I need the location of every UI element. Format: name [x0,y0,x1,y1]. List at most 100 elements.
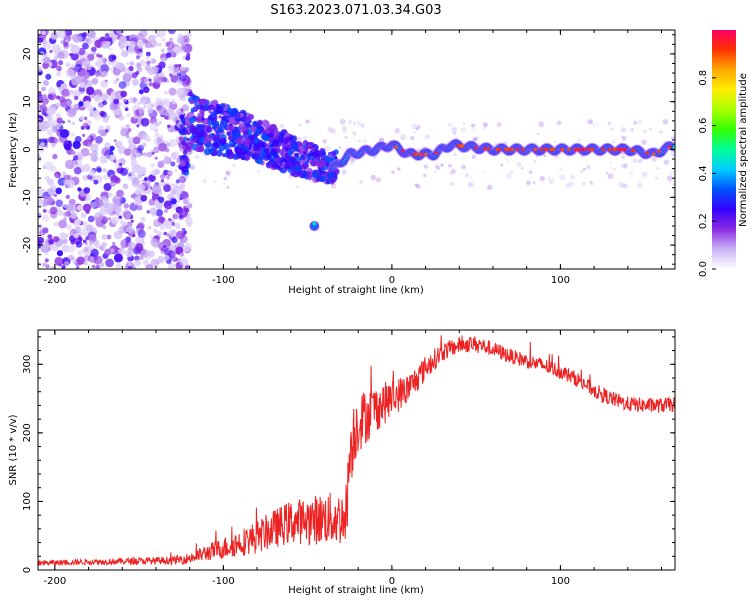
spectrogram-cell [586,147,591,152]
spectrogram-cell [227,135,233,141]
spectrogram-cell [287,168,292,173]
spectrogram-cell [294,152,299,157]
spectrogram-cell [130,194,135,199]
spectrogram-cell [620,127,627,133]
spectrogram-xlabel: Height of straight line (km) [288,285,424,296]
spectrogram-cell [533,147,537,152]
spectrogram-cell [163,184,171,193]
spectrogram-cell [73,167,82,175]
spectrogram-cell [176,107,185,116]
spectrogram-cell [114,110,122,117]
spectrogram-cell [325,179,331,185]
spectrogram-cell [630,127,634,132]
spectrogram-cell [113,98,120,105]
spectrogram-cell [189,99,195,105]
spectrogram-cell [503,141,508,146]
snr-ylabel: SNR (10 * v/v) [8,414,19,485]
spectrogram-cell [179,183,186,189]
spectrogram-cell [586,165,591,170]
spectrogram-cell [667,145,672,149]
spectrogram-cell [559,174,566,180]
spectrogram-cell [663,159,670,165]
spectrogram-cell [104,142,111,149]
spectrogram-cell [88,169,96,177]
spectrogram-cell [125,249,133,258]
colorbar-tick-label: 0.4 [698,165,709,181]
spectrogram-cell [74,218,82,226]
snr-ytick-label: 300 [22,355,33,374]
spectrogram-cell [84,242,88,246]
spectrogram-cell [63,211,69,217]
spectrogram-cell [180,191,189,200]
spectrogram-cell [100,68,104,72]
spectrogram-cell [288,149,293,154]
spectrogram-cell [139,96,148,104]
spectrogram-cell [69,89,74,95]
spectrogram-cell [71,64,75,68]
spectrogram-cell [607,173,614,180]
spectrogram-cell [41,30,46,35]
spectrogram-cell [649,127,652,131]
spectrogram-cell [65,62,71,68]
spectrogram-cell [607,147,612,152]
spectrogram-cell [131,72,138,79]
spectrogram-cell [414,183,418,187]
spectrogram-cell [148,68,155,76]
spectrogram-cell [252,143,261,152]
spectrogram-cell [45,73,52,80]
spectrogram-cell [60,83,67,89]
spectrogram-cell [165,41,171,47]
spectrogram-cell [312,221,317,226]
spectrogram-cell [422,173,427,178]
spectrogram-cell [508,147,512,152]
spectrogram-cell [111,241,116,246]
spectrogram-cell [250,126,257,133]
spectrogram-cell [87,53,95,61]
spectrogram-cell [324,146,331,152]
spectrogram-cell [87,215,95,223]
spectrogram-cell [633,120,638,125]
spectrogram-cell [301,173,307,179]
spectrogram-cell [165,175,171,180]
spectrogram-cell [101,70,108,77]
spectrogram-cell [242,137,251,146]
spectrogram-cell [178,147,182,151]
spectrogram-cell [50,165,57,172]
spectrogram-cell [521,147,525,152]
spectrogram-cell [253,138,259,144]
spectrogram-cell [93,255,103,265]
spectrogram-cell [413,130,417,134]
spectrogram-cell [59,128,69,138]
spectrogram-xtick-label: 0 [389,275,395,286]
spectrogram-cell [245,155,251,161]
spectrogram-cell [352,131,357,136]
spectrogram-cell [63,41,69,47]
spectrogram-cell [119,45,125,51]
spectrogram-cell [48,94,54,100]
spectrogram-cell [179,178,185,183]
spectrogram-cell [39,122,49,132]
spectrogram-cell [128,65,134,72]
spectrogram-cell [231,133,239,140]
spectrogram-cell [94,212,100,218]
spectrogram-cell [43,56,51,64]
spectrogram-cell [118,247,126,256]
spectrogram-cell [487,184,493,190]
spectrogram-cell [319,175,326,182]
snr-ytick-label: 100 [22,492,33,511]
spectrogram-cell [549,147,553,152]
spectrogram-cell [117,146,127,155]
spectrogram-cell [125,213,132,219]
spectrogram-cell [163,208,168,213]
spectrogram-cell [137,229,146,238]
spectrogram-cell [212,125,217,130]
spectrogram-cell [38,66,42,73]
spectrogram-cell [155,209,164,217]
spectrogram-cell [126,225,134,234]
spectrogram-cell [75,240,83,248]
spectrogram-cell [343,129,346,133]
spectrogram-cell [136,204,143,211]
spectrogram-cell [284,127,287,130]
spectrogram-cell [219,120,228,128]
spectrogram-cell [497,147,502,152]
